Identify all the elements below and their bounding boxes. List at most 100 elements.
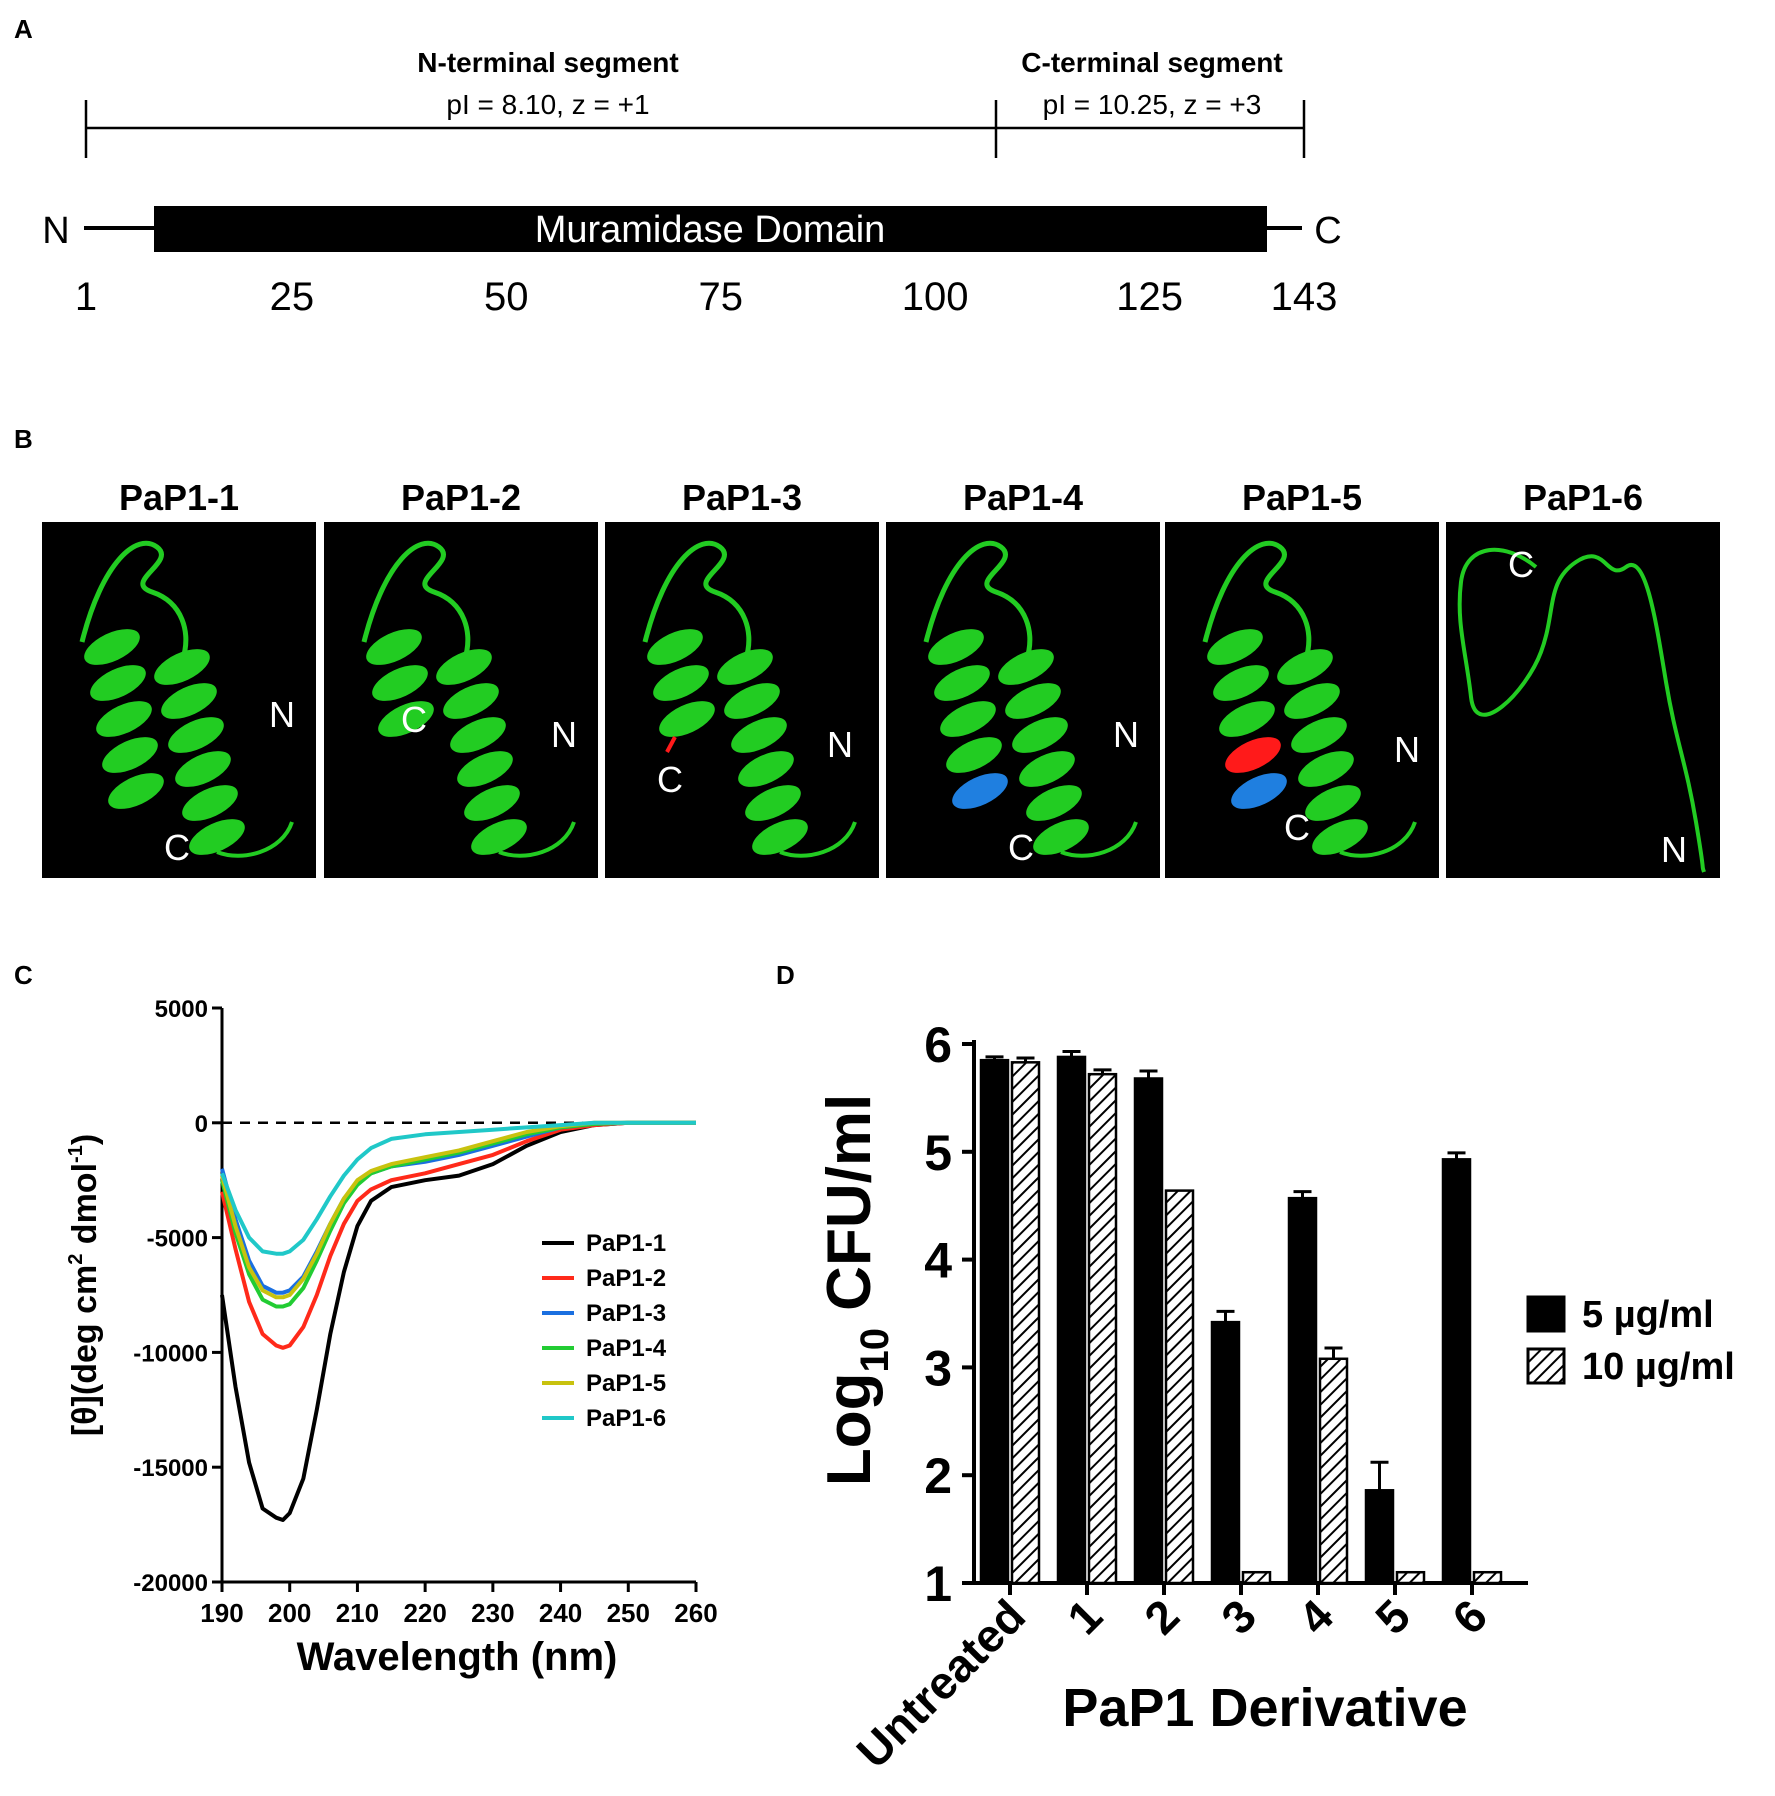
c-terminus-marker: C (1284, 807, 1310, 848)
cfu-y-tick-label: 2 (924, 1448, 952, 1504)
helix-turn (1305, 785, 1361, 821)
cd-x-tick-label: 190 (200, 1598, 243, 1628)
cfu-bar-5ug (1364, 1489, 1395, 1585)
cd-legend-label: PaP1-6 (586, 1405, 666, 1432)
cfu-bar-5ug (1133, 1077, 1164, 1585)
c-segment-props: pI = 10.25, z = +3 (1043, 89, 1262, 120)
panel-label-a: A (14, 14, 33, 44)
loop-strand (923, 540, 1033, 663)
cfu-bar-10ug (1472, 1570, 1503, 1585)
structure-2: PaP1-2 C N (324, 477, 598, 878)
cd-x-tick-label: 200 (268, 1598, 311, 1628)
panel-label-d: D (776, 960, 795, 990)
helix-turn (1005, 683, 1061, 719)
helix-left (1207, 629, 1287, 809)
disordered-strand (1457, 547, 1706, 873)
structure-title: PaP1-5 (1242, 477, 1362, 518)
cfu-y-tick-label: 3 (924, 1340, 952, 1396)
n-terminus-marker: N (1113, 714, 1139, 755)
cd-y-tick-label: -5000 (147, 1226, 208, 1253)
n-terminus-marker: N (1661, 829, 1687, 870)
domain-schematic: N-terminal segment pI = 8.10, z = +1 C-t… (42, 47, 1341, 319)
helix-turn (1284, 683, 1340, 719)
helix-turn (731, 717, 787, 753)
helix-turn (96, 701, 152, 737)
cfu-x-tick-label: 5 (1365, 1589, 1420, 1644)
n-terminus-marker: N (827, 724, 853, 765)
helix-turn (450, 717, 506, 753)
residue-position-1: 1 (75, 275, 97, 319)
cfu-bar-10ug (1087, 1072, 1118, 1585)
structure-title: PaP1-1 (119, 477, 239, 518)
red-marker (665, 736, 677, 753)
cd-series-lines (220, 1120, 696, 1522)
cfu-y-tick-label: 6 (924, 1017, 952, 1073)
helix-turn (724, 683, 780, 719)
helix-turn (1312, 819, 1368, 855)
helix-right (717, 649, 808, 855)
cd-y-tick-label: 0 (195, 1111, 208, 1138)
helix-turn (1033, 819, 1089, 855)
cd-y-tick-label: -20000 (133, 1570, 208, 1597)
cfu-bar-10ug (1318, 1357, 1349, 1585)
cfu-y-label-sub: 10 (853, 1328, 897, 1373)
helix-turn (175, 751, 231, 787)
cfu-legend-swatch (1526, 1295, 1566, 1333)
muramidase-domain-box (154, 206, 1267, 252)
cfu-bar-10ug (1395, 1570, 1426, 1585)
cd-legend-label: PaP1-1 (586, 1230, 666, 1257)
structure-3: PaP1-3 C N (605, 477, 879, 878)
c-segment-title: C-terminal segment (1021, 47, 1282, 78)
helix-turn (934, 665, 990, 701)
helix-turn (1026, 785, 1082, 821)
structure-title: PaP1-4 (963, 477, 1083, 518)
cd-x-tick-label: 230 (471, 1598, 514, 1628)
helix-turn (946, 737, 1002, 773)
structure-6: PaP1-6 C N (1446, 477, 1720, 878)
helix-turn (647, 629, 703, 665)
tail-strand (1339, 821, 1417, 858)
structure-5: PaP1-5 C N (1165, 477, 1439, 878)
cfu-bar-5ug (1287, 1196, 1318, 1585)
panel-label-b: B (14, 424, 33, 454)
cfu-bar-5ug (979, 1058, 1010, 1585)
helix-turn (457, 751, 513, 787)
muramidase-domain-label: Muramidase Domain (535, 209, 886, 251)
cfu-x-tick-label: 6 (1442, 1589, 1497, 1644)
n-terminus-marker: N (551, 714, 577, 755)
helix-turn (182, 785, 238, 821)
helix-turn (653, 665, 709, 701)
n-segment-title: N-terminal segment (417, 47, 678, 78)
helix-turn (940, 701, 996, 737)
cd-legend: PaP1-1 PaP1-2 PaP1-3 PaP1-4 PaP1-5 PaP1-6 (542, 1230, 667, 1432)
helix-turn (745, 785, 801, 821)
cd-legend-label: PaP1-3 (586, 1300, 666, 1327)
tail-strand (216, 821, 294, 858)
cfu-bar-5ug (1441, 1158, 1472, 1585)
c-terminus-marker: C (1508, 544, 1534, 585)
helix-turn (464, 785, 520, 821)
cd-legend-label: PaP1-4 (586, 1335, 667, 1362)
structure-title: PaP1-6 (1523, 477, 1643, 518)
helix-turn (189, 819, 245, 855)
helix-left (84, 629, 164, 809)
n-terminus-marker: N (269, 694, 295, 735)
c-terminus-marker: C (164, 827, 190, 868)
cd-legend-label: PaP1-2 (586, 1265, 666, 1292)
helix-turn (1207, 629, 1263, 665)
cfu-x-tick-label: 4 (1288, 1589, 1343, 1644)
c-terminus-label: C (1314, 210, 1341, 252)
cd-y-label-mid: dmol (66, 1163, 104, 1254)
residue-position-100: 100 (902, 275, 969, 319)
cd-y-label-end: ) (66, 1134, 104, 1145)
residue-position-25: 25 (270, 275, 315, 319)
cd-y-label-sup2: -1 (65, 1145, 87, 1163)
helix-turn (372, 665, 428, 701)
n-terminus-marker: N (1394, 729, 1420, 770)
helix-turn (1225, 737, 1281, 773)
cfu-y-tick-label: 5 (924, 1125, 952, 1181)
cd-x-tick-label: 210 (336, 1598, 379, 1628)
helix-right (154, 649, 245, 855)
